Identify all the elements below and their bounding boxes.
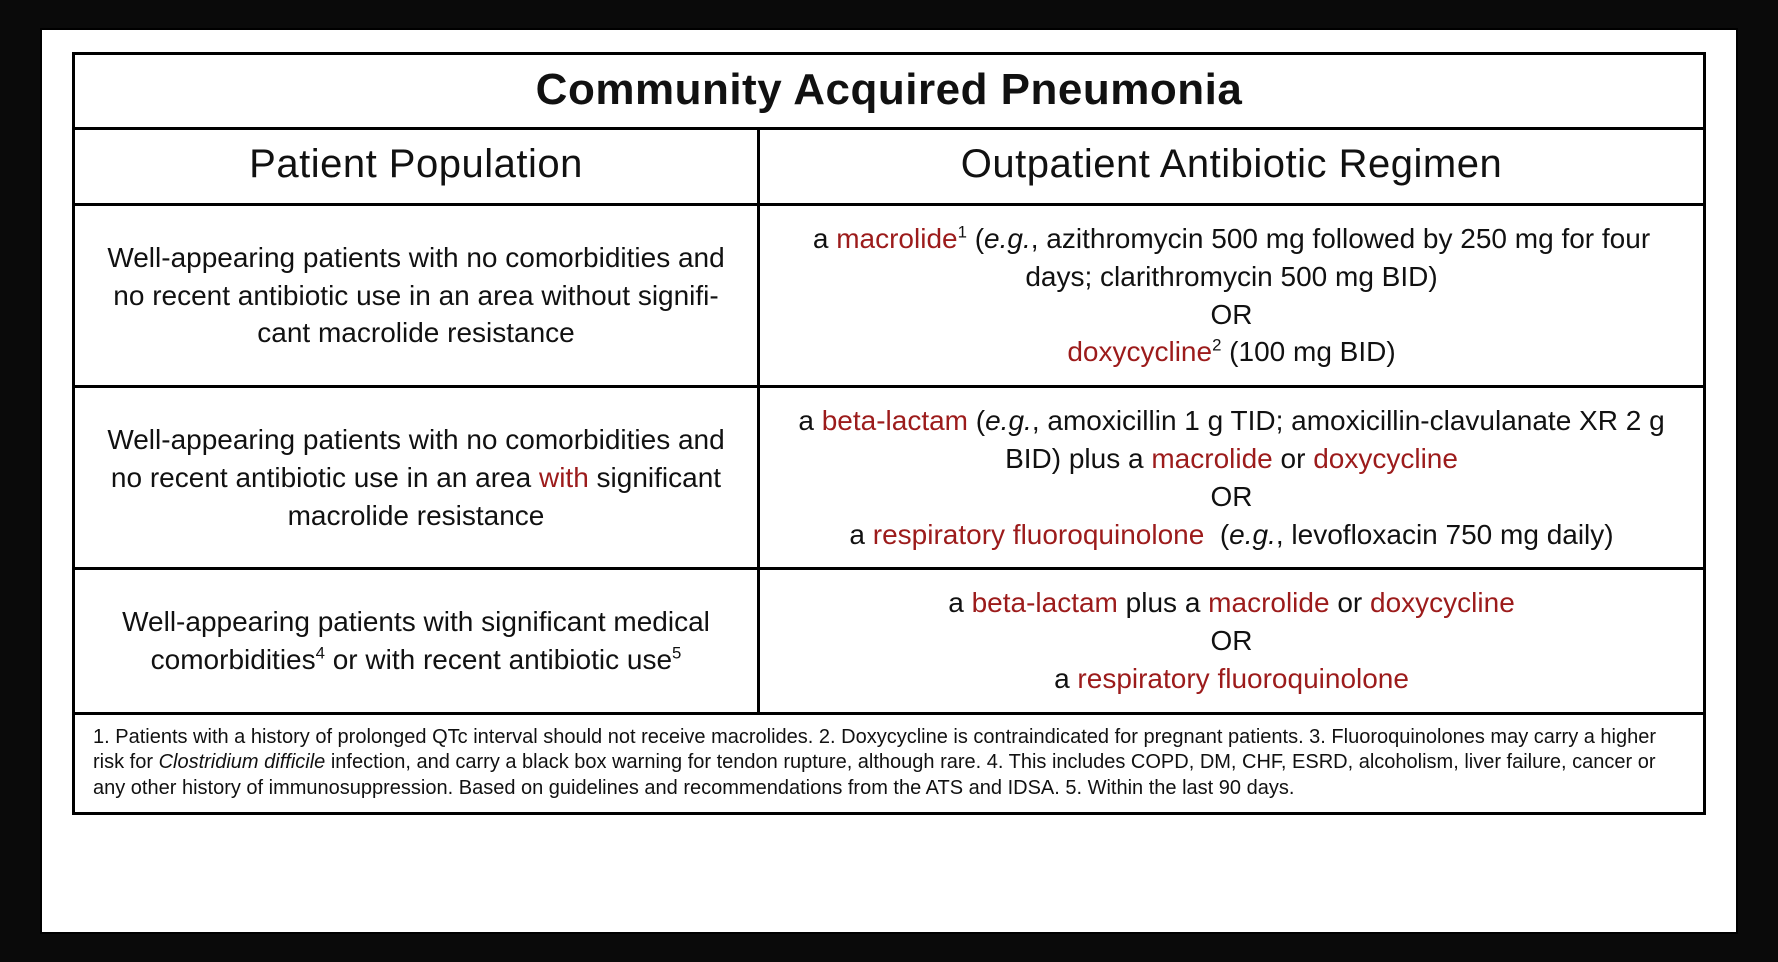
regimen-cell: a beta-lactam (e.g., amoxicillin 1 g TID…	[759, 387, 1705, 569]
population-cell: Well-appearing patients with no comorbid…	[74, 387, 759, 569]
footnotes: 1. Patients with a history of prolonged …	[74, 713, 1705, 813]
header-row: Patient Population Outpatient Antibiotic…	[74, 129, 1705, 205]
regimen-cell: a beta-lactam plus a macrolide or doxycy…	[759, 569, 1705, 713]
cap-table: Community Acquired Pneumonia Patient Pop…	[72, 52, 1706, 815]
column-header-regimen: Outpatient Antibiotic Regimen	[759, 129, 1705, 205]
title-row: Community Acquired Pneumonia	[74, 54, 1705, 129]
table-row: Well-appearing patients with no comorbid…	[74, 387, 1705, 569]
table-row: Well-appearing patients with no comorbid…	[74, 205, 1705, 387]
footnotes-row: 1. Patients with a history of prolonged …	[74, 713, 1705, 813]
column-header-population: Patient Population	[74, 129, 759, 205]
regimen-cell: a macrolide1 (e.g., azithromycin 500 mg …	[759, 205, 1705, 387]
table-row: Well-appearing patients with significant…	[74, 569, 1705, 713]
population-cell: Well-appearing patients with no comorbid…	[74, 205, 759, 387]
population-cell: Well-appearing patients with significant…	[74, 569, 759, 713]
page-background: Community Acquired Pneumonia Patient Pop…	[0, 0, 1778, 962]
table-card: Community Acquired Pneumonia Patient Pop…	[40, 28, 1738, 934]
table-title: Community Acquired Pneumonia	[74, 54, 1705, 129]
